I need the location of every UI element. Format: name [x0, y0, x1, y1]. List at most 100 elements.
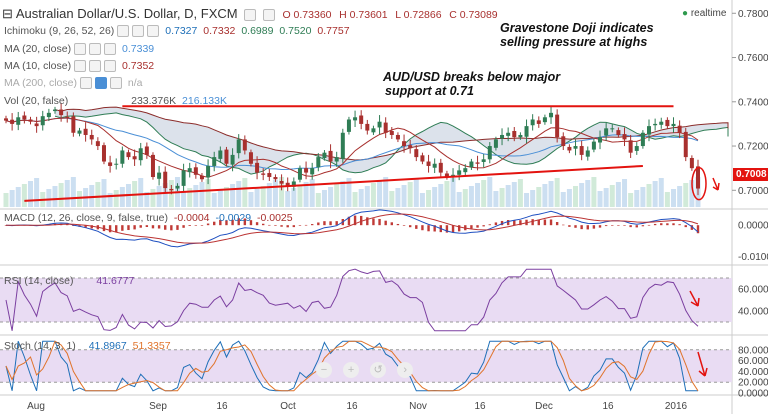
candle-body [524, 126, 529, 137]
symbol-title[interactable]: ⊟ Australian Dollar/U.S. Dollar, D, FXCM… [2, 6, 498, 22]
volume-bar [432, 187, 438, 207]
macd-histogram-bar [372, 218, 375, 226]
vol-legend[interactable]: Vol (20, false) 233.376K 216.133K [4, 95, 227, 107]
y-tick-label: 0.7000 [738, 186, 768, 197]
candle-body [628, 140, 633, 153]
x-tick-label: 16 [602, 401, 614, 412]
eye-icon[interactable] [79, 77, 92, 90]
volume-bar [444, 181, 450, 207]
candle-body [573, 146, 578, 149]
candle-body [481, 159, 486, 162]
macd-histogram-bar [672, 223, 675, 226]
candle-body [555, 114, 560, 138]
volume-bar [9, 190, 15, 207]
macd-legend[interactable]: MACD (12, 26, close, 9, false, true) -0.… [4, 212, 293, 224]
volume-bar [481, 180, 487, 207]
volume-bar [511, 182, 517, 207]
volume-bar [346, 178, 352, 207]
macd-histogram-bar [384, 220, 387, 226]
ma200-legend[interactable]: MA (200, close) n/a [4, 77, 143, 90]
reset-icon[interactable]: ↺ [370, 362, 387, 378]
candle-body [279, 181, 284, 184]
chart-nav-controls[interactable]: − + ↺ › [316, 362, 414, 378]
macd-histogram-bar [274, 225, 277, 226]
collapse-icon[interactable]: ⊟ [2, 6, 13, 21]
volume-bar [640, 187, 646, 207]
macd-histogram-bar [286, 225, 289, 228]
scroll-right-icon[interactable]: › [397, 362, 414, 378]
candle-body [291, 181, 296, 187]
macd-signal-line [5, 213, 699, 244]
candle-body [212, 157, 217, 166]
volume-bar [138, 178, 144, 207]
candle-body [120, 150, 125, 164]
volume-bar [248, 192, 254, 207]
volume-bar [21, 184, 27, 207]
close-icon[interactable] [104, 43, 117, 56]
y-tick-label: 0.7800 [738, 9, 768, 20]
rsi-line [5, 268, 699, 332]
candle-body [157, 172, 162, 179]
x-tick-label: Aug [27, 401, 45, 412]
macd-histogram-bar [513, 220, 516, 226]
candle-body [567, 146, 572, 151]
eye-icon[interactable] [74, 60, 87, 73]
macd-histogram-bar [157, 225, 161, 229]
candle-body [377, 121, 382, 128]
volume-bar [683, 183, 689, 207]
candle-body [144, 146, 149, 155]
candle-body [408, 145, 413, 149]
candle-body [518, 134, 523, 138]
ohlc-low: L 0.72866 [395, 9, 442, 21]
rsi-legend[interactable]: RSI (14, close) 41.6777 [4, 275, 135, 287]
candle-body [438, 162, 443, 173]
volume-bar [328, 187, 334, 207]
eye-icon[interactable] [117, 25, 130, 38]
eye-icon[interactable] [74, 43, 87, 56]
y-tick-label: 20.0000 [738, 378, 768, 389]
zoom-out-icon[interactable]: − [316, 362, 332, 378]
volume-bar [499, 188, 505, 207]
settings-icon[interactable] [89, 43, 102, 56]
ma20-legend[interactable]: MA (20, close) 0.7339 [4, 43, 155, 56]
candle-body [475, 162, 480, 164]
ichimoku-legend[interactable]: Ichimoku (9, 26, 52, 26) 0.7327 0.7332 0… [4, 25, 350, 38]
candle-body [138, 148, 143, 161]
settings-icon[interactable] [94, 77, 107, 90]
close-icon[interactable] [147, 25, 160, 38]
volume-bar [560, 192, 566, 207]
volume-bar [426, 190, 432, 207]
volume-bar [536, 187, 542, 207]
macd-histogram-bar [213, 221, 216, 226]
x-tick-label: 16 [216, 401, 228, 412]
main-arrow-icon [712, 177, 720, 191]
candle-body [65, 116, 70, 118]
settings-icon[interactable] [244, 8, 257, 21]
zoom-in-icon[interactable]: + [343, 362, 360, 378]
ma20-line [5, 117, 699, 171]
volume-bar [542, 184, 548, 207]
eye-icon[interactable] [262, 8, 275, 21]
ma10-legend[interactable]: MA (10, close) 0.7352 [4, 60, 155, 73]
candle-body [487, 146, 492, 160]
macd-histogram-bar [145, 225, 149, 227]
stoch-legend[interactable]: Stoch (14, 3, 1) 41.8967 51.3357 [4, 340, 171, 352]
candle-body [549, 112, 554, 118]
settings-icon[interactable] [89, 60, 102, 73]
close-icon[interactable] [104, 60, 117, 73]
candle-body [371, 128, 376, 133]
candle-body [689, 157, 694, 169]
candle-body [28, 119, 33, 122]
volume-bar [242, 178, 248, 207]
macd-histogram-bar [470, 225, 473, 229]
y-tick-label: 60.0000 [738, 356, 768, 367]
macd-histogram-bar [231, 219, 234, 226]
settings-icon[interactable] [132, 25, 145, 38]
volume-bar [468, 186, 474, 207]
close-icon[interactable] [109, 77, 122, 90]
volume-bar [187, 188, 193, 207]
volume-bar [517, 179, 523, 207]
volume-bar [634, 190, 640, 207]
macd-histogram-bar [617, 225, 620, 226]
